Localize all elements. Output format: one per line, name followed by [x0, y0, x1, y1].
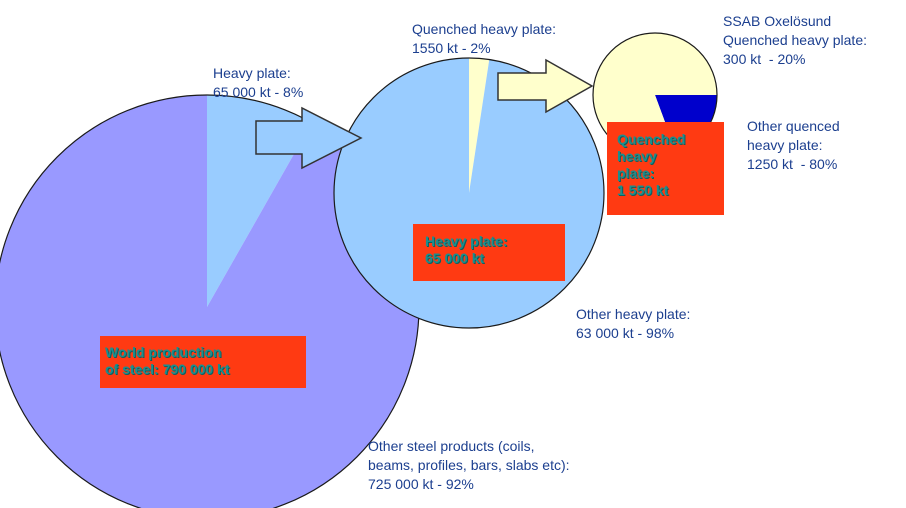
- quenched-heavy-plate-box: Quenched heavy plate: 1 550 kt: [607, 122, 724, 215]
- world-production-box: World production of steel: 790 000 kt: [100, 336, 306, 388]
- pie-heavy-plate-outline: [333, 57, 605, 329]
- label-world-heavy-plate: Heavy plate: 65 000 kt - 8%: [213, 65, 304, 100]
- heavy-plate-box: Heavy plate: 65 000 kt: [413, 224, 565, 281]
- arrow-right-icon: [255, 106, 363, 170]
- label-other-quenched: Other quenced heavy plate: 1250 kt - 80%: [747, 118, 840, 172]
- slice-world-other-steel: [0, 95, 419, 508]
- label-quenched-heavy-plate: Quenched heavy plate: 1550 kt - 2%: [412, 21, 556, 56]
- label-world-other-steel: Other steel products (coils, beams, prof…: [368, 438, 570, 492]
- label-ssab-quenched: SSAB Oxelösund Quenched heavy plate: 300…: [723, 13, 867, 67]
- slice-quenched-heavy-plate: [469, 58, 490, 193]
- arrow-right-icon-2: [497, 58, 594, 114]
- label-other-heavy-plate: Other heavy plate: 63 000 kt - 98%: [576, 306, 691, 341]
